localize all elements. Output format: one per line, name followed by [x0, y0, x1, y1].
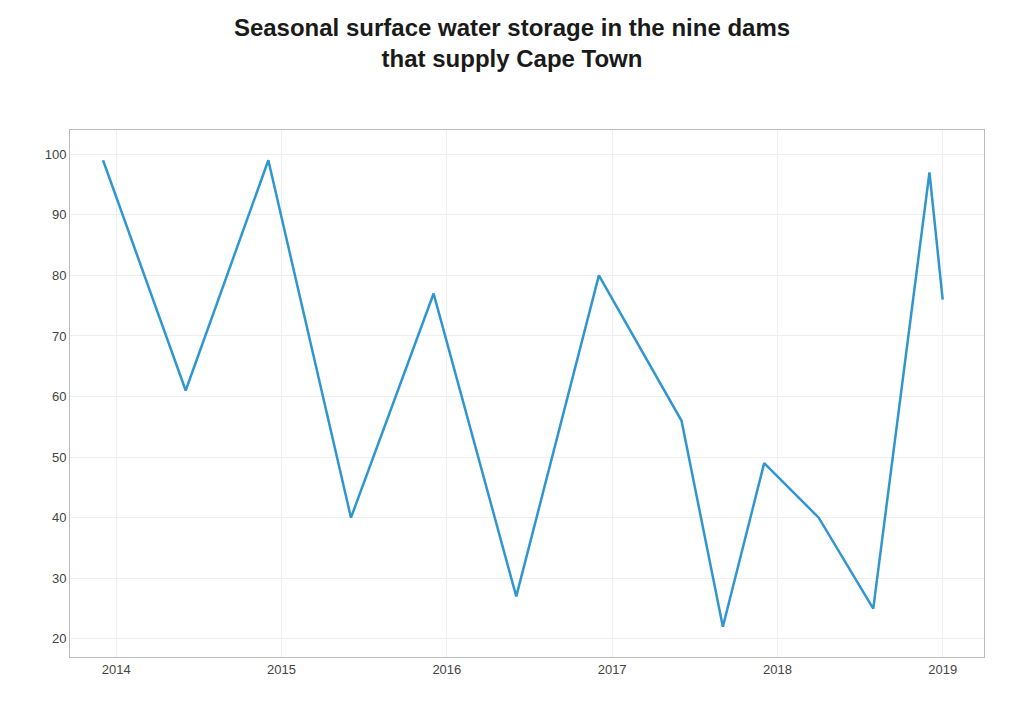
svg-text:2017: 2017	[598, 662, 627, 677]
svg-text:40: 40	[52, 510, 66, 525]
svg-text:2014: 2014	[102, 662, 131, 677]
svg-text:2016: 2016	[432, 662, 461, 677]
svg-text:30: 30	[52, 571, 66, 586]
svg-text:2019: 2019	[928, 662, 957, 677]
svg-text:2018: 2018	[763, 662, 792, 677]
svg-text:90: 90	[52, 207, 66, 222]
svg-text:2015: 2015	[267, 662, 296, 677]
svg-text:20: 20	[52, 631, 66, 646]
svg-text:80: 80	[52, 268, 66, 283]
svg-text:50: 50	[52, 450, 66, 465]
svg-text:70: 70	[52, 329, 66, 344]
svg-text:100: 100	[45, 147, 67, 162]
svg-text:60: 60	[52, 389, 66, 404]
svg-text:Seasonal surface water storage: Seasonal surface water storage in the ni…	[234, 14, 790, 72]
